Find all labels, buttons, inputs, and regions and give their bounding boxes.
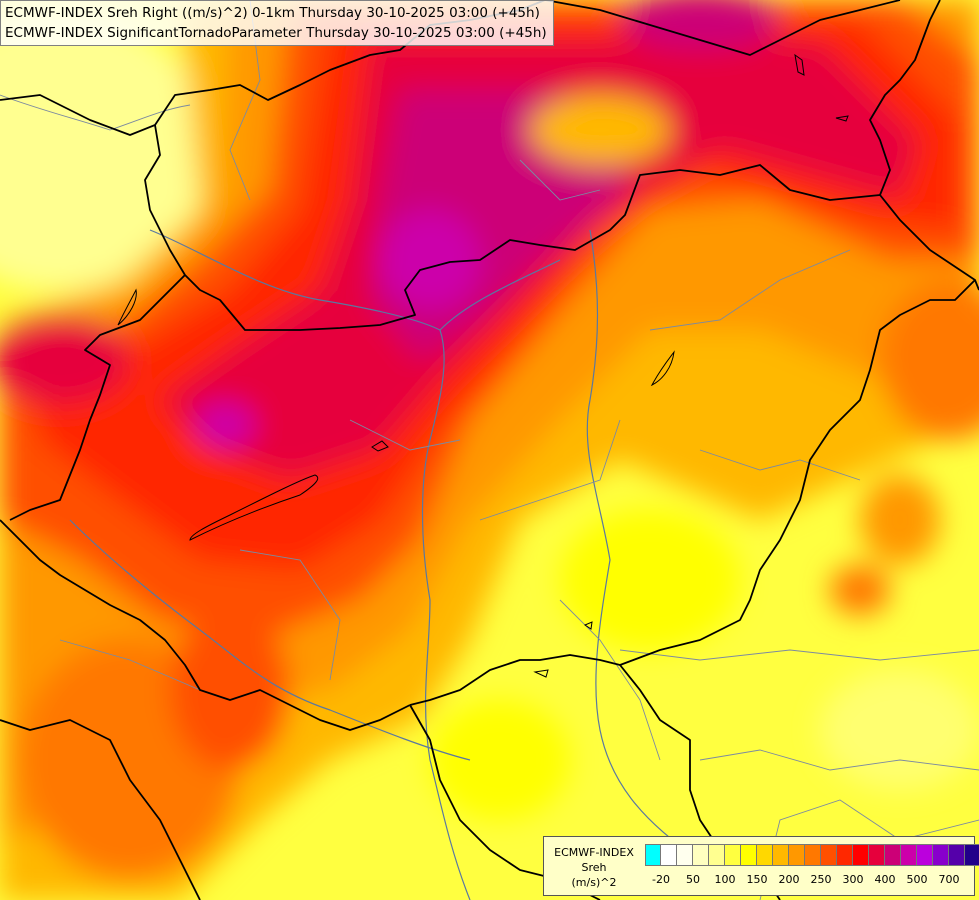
legend-tick-label: -20 [652, 873, 670, 886]
legend-swatch [773, 844, 789, 866]
legend-tick-label: 200 [778, 873, 800, 886]
legend-swatch [965, 844, 979, 866]
legend-swatch [853, 844, 869, 866]
legend-swatch [677, 844, 693, 866]
title-line-stp: ECMWF-INDEX SignificantTornadoParameter … [5, 25, 547, 41]
map-title-box: ECMWF-INDEX Sreh Right ((m/s)^2) 0-1km T… [0, 0, 554, 46]
legend-model: ECMWF-INDEX [554, 846, 634, 859]
legend-swatch [693, 844, 709, 866]
legend-tick-label: 300 [842, 873, 864, 886]
legend-unit: (m/s)^2 [571, 876, 617, 889]
legend-swatch [805, 844, 821, 866]
legend-swatch [821, 844, 837, 866]
legend-tick-label: 150 [746, 873, 768, 886]
legend-swatches [645, 844, 979, 866]
legend-swatch [741, 844, 757, 866]
legend-swatch [901, 844, 917, 866]
legend-tick-label: 250 [810, 873, 832, 886]
legend-swatch [869, 844, 885, 866]
legend-swatch [789, 844, 805, 866]
legend-tick-label: 400 [874, 873, 896, 886]
legend-tick-label: 50 [686, 873, 700, 886]
legend-swatch [709, 844, 725, 866]
lakes [117, 53, 849, 678]
legend-caption: ECMWF-INDEX Sreh (m/s)^2 [544, 845, 644, 890]
legend-swatch [645, 844, 661, 866]
legend-swatch [837, 844, 853, 866]
legend-swatch [725, 844, 741, 866]
legend-swatch [933, 844, 949, 866]
legend-swatch [661, 844, 677, 866]
legend-swatch [885, 844, 901, 866]
color-legend: ECMWF-INDEX Sreh (m/s)^2 -20 50 100 150 200 2… [543, 836, 979, 896]
legend-swatch [949, 844, 965, 866]
legend-tick-label: 500 [906, 873, 928, 886]
legend-parameter: Sreh [581, 861, 607, 874]
legend-tick-label: 700 [938, 873, 960, 886]
legend-swatch [917, 844, 933, 866]
rivers [69, 229, 701, 900]
legend-swatch [757, 844, 773, 866]
title-line-sreh: ECMWF-INDEX Sreh Right ((m/s)^2) 0-1km T… [5, 5, 540, 21]
legend-tick-label: 100 [714, 873, 736, 886]
legend-ticks: -20 50 100 150 200 250 300 400 500 700 [645, 873, 975, 889]
